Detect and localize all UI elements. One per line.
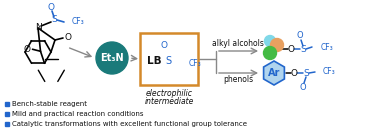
Text: S: S — [165, 56, 171, 66]
Text: CF₃: CF₃ — [189, 58, 202, 68]
Circle shape — [263, 46, 276, 59]
Bar — [5, 122, 9, 125]
Text: O: O — [65, 34, 71, 42]
Text: Catalytic transformations with excellent functional group tolerance: Catalytic transformations with excellent… — [12, 121, 247, 127]
Polygon shape — [263, 61, 284, 85]
FancyBboxPatch shape — [140, 33, 198, 85]
Text: CF₃: CF₃ — [321, 42, 334, 52]
Text: CF₃: CF₃ — [72, 18, 85, 26]
Text: O: O — [161, 42, 167, 51]
Text: S: S — [303, 68, 309, 78]
Text: electrophilic: electrophilic — [146, 89, 192, 98]
Circle shape — [96, 42, 128, 74]
Text: O: O — [291, 68, 297, 78]
Text: O: O — [24, 45, 31, 54]
Text: Ar: Ar — [268, 68, 280, 78]
Text: Et₃N: Et₃N — [100, 53, 124, 63]
Text: O: O — [288, 45, 294, 54]
Bar — [5, 102, 9, 105]
Text: O: O — [297, 32, 303, 41]
Circle shape — [265, 35, 276, 46]
Text: phenols: phenols — [223, 75, 253, 85]
Text: intermediate: intermediate — [144, 96, 194, 105]
Text: Mild and practical reaction conditions: Mild and practical reaction conditions — [12, 111, 144, 117]
Text: LB: LB — [147, 56, 161, 66]
Bar — [5, 112, 9, 115]
Text: S: S — [300, 45, 306, 54]
Text: alkyl alcohols: alkyl alcohols — [212, 39, 264, 48]
Text: Bench-stable reagent: Bench-stable reagent — [12, 101, 87, 107]
Circle shape — [271, 38, 284, 52]
Text: S: S — [51, 15, 57, 25]
Text: O: O — [48, 2, 54, 12]
Text: O: O — [300, 82, 306, 92]
Text: N: N — [35, 22, 41, 32]
Text: CF₃: CF₃ — [323, 68, 336, 76]
